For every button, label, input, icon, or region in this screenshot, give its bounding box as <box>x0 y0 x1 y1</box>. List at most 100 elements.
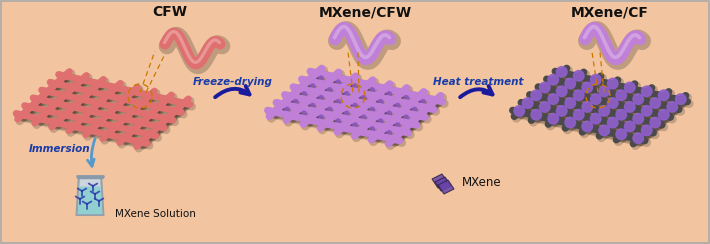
Circle shape <box>608 98 618 108</box>
Circle shape <box>574 90 584 101</box>
Polygon shape <box>435 177 451 191</box>
Circle shape <box>310 103 315 109</box>
Circle shape <box>369 127 375 132</box>
Circle shape <box>412 107 417 112</box>
Circle shape <box>130 88 136 95</box>
Circle shape <box>285 107 290 112</box>
Circle shape <box>288 112 295 119</box>
Circle shape <box>280 101 286 107</box>
Circle shape <box>548 74 559 85</box>
Circle shape <box>643 89 650 96</box>
Circle shape <box>344 92 349 97</box>
Circle shape <box>296 85 303 92</box>
Circle shape <box>625 121 635 132</box>
Circle shape <box>584 105 591 111</box>
Circle shape <box>592 77 599 84</box>
Circle shape <box>361 96 366 101</box>
Circle shape <box>356 89 363 96</box>
Circle shape <box>330 93 337 100</box>
Circle shape <box>138 120 144 126</box>
Circle shape <box>599 86 609 97</box>
Circle shape <box>386 92 392 97</box>
Polygon shape <box>438 180 454 194</box>
Circle shape <box>667 102 677 112</box>
Polygon shape <box>77 178 104 215</box>
Circle shape <box>403 115 409 120</box>
Circle shape <box>533 93 540 100</box>
Circle shape <box>618 93 625 100</box>
Circle shape <box>36 96 43 102</box>
Circle shape <box>601 89 608 96</box>
Polygon shape <box>432 174 448 188</box>
Circle shape <box>609 81 616 88</box>
Circle shape <box>180 100 187 106</box>
Text: Heat treatment: Heat treatment <box>433 77 523 87</box>
Circle shape <box>635 116 642 123</box>
Circle shape <box>318 115 324 120</box>
Circle shape <box>381 124 388 131</box>
Circle shape <box>641 125 652 136</box>
Circle shape <box>113 123 119 130</box>
Circle shape <box>398 128 405 135</box>
Circle shape <box>301 111 307 116</box>
Circle shape <box>557 86 567 97</box>
Circle shape <box>155 104 161 110</box>
Circle shape <box>70 104 77 110</box>
Circle shape <box>609 101 616 107</box>
Circle shape <box>96 81 102 87</box>
Circle shape <box>575 112 582 119</box>
Circle shape <box>616 90 626 101</box>
Text: MXene: MXene <box>462 175 502 189</box>
Circle shape <box>575 73 582 80</box>
Circle shape <box>398 109 405 115</box>
Circle shape <box>386 111 392 116</box>
Circle shape <box>398 89 405 96</box>
Circle shape <box>121 96 127 102</box>
Circle shape <box>582 121 593 132</box>
Circle shape <box>609 120 616 127</box>
Circle shape <box>356 128 363 135</box>
Circle shape <box>146 131 153 138</box>
Circle shape <box>373 112 380 119</box>
Circle shape <box>626 105 633 111</box>
Circle shape <box>322 81 329 88</box>
Circle shape <box>271 109 278 115</box>
Circle shape <box>36 116 43 122</box>
Circle shape <box>424 105 430 111</box>
Circle shape <box>574 110 584 120</box>
Circle shape <box>335 100 341 105</box>
Circle shape <box>322 101 329 107</box>
Circle shape <box>146 112 153 118</box>
Circle shape <box>531 110 542 120</box>
Circle shape <box>565 98 576 108</box>
Circle shape <box>381 85 388 92</box>
Circle shape <box>155 123 161 130</box>
Circle shape <box>364 120 371 127</box>
Circle shape <box>625 102 635 112</box>
Circle shape <box>386 131 392 136</box>
Circle shape <box>658 90 669 101</box>
Circle shape <box>558 89 565 96</box>
Circle shape <box>330 73 337 80</box>
Circle shape <box>601 109 608 115</box>
Circle shape <box>335 119 341 124</box>
Circle shape <box>305 77 312 84</box>
Circle shape <box>53 81 60 87</box>
Circle shape <box>87 88 94 95</box>
Circle shape <box>618 132 625 139</box>
Circle shape <box>641 106 652 116</box>
Circle shape <box>591 74 601 85</box>
Circle shape <box>70 84 77 91</box>
Circle shape <box>130 127 136 134</box>
Circle shape <box>420 100 425 105</box>
Circle shape <box>62 112 68 118</box>
Circle shape <box>79 96 85 102</box>
Circle shape <box>352 84 358 89</box>
Circle shape <box>626 85 633 92</box>
Circle shape <box>584 85 591 92</box>
Circle shape <box>548 94 559 104</box>
Circle shape <box>660 93 667 100</box>
Circle shape <box>669 105 676 111</box>
Circle shape <box>318 76 324 81</box>
Circle shape <box>104 112 110 118</box>
